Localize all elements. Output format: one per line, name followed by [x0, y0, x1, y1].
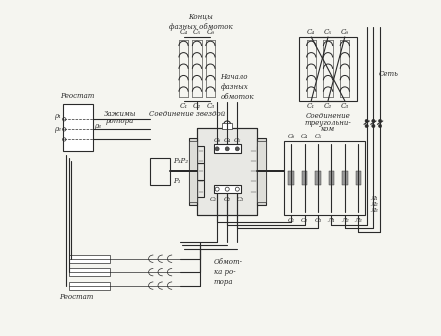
- Text: обмоток: обмоток: [220, 93, 254, 101]
- Bar: [197, 128, 258, 215]
- Circle shape: [378, 119, 382, 123]
- Bar: [69, 282, 110, 290]
- Text: C₁: C₁: [179, 102, 187, 110]
- Text: C₅: C₅: [193, 28, 201, 36]
- Text: фазных обмоток: фазных обмоток: [168, 23, 232, 31]
- Bar: [214, 144, 241, 153]
- Text: C₁: C₁: [210, 198, 217, 202]
- Text: C₃: C₃: [341, 102, 349, 110]
- Text: C₆: C₆: [288, 134, 295, 138]
- Text: Обмот-: Обмот-: [214, 258, 243, 266]
- Bar: [69, 255, 110, 263]
- Bar: [197, 180, 204, 197]
- Circle shape: [372, 124, 375, 128]
- Text: C₃: C₃: [206, 102, 214, 110]
- Text: Л₂: Л₂: [370, 202, 378, 207]
- Bar: [69, 268, 110, 276]
- Bar: [288, 171, 294, 185]
- Text: C₄: C₄: [307, 28, 315, 36]
- Bar: [189, 141, 197, 202]
- Text: Р₁: Р₁: [173, 177, 181, 185]
- Circle shape: [365, 119, 368, 123]
- Text: Л₃: Л₃: [370, 208, 378, 213]
- Text: C₆: C₆: [206, 28, 214, 36]
- Text: C₃: C₃: [237, 198, 244, 202]
- Text: C₄: C₄: [179, 28, 187, 36]
- Bar: [197, 146, 204, 163]
- Text: Л₂: Л₂: [341, 218, 349, 222]
- Circle shape: [372, 119, 375, 123]
- Circle shape: [215, 147, 219, 151]
- Bar: [63, 104, 93, 151]
- Circle shape: [378, 124, 382, 128]
- Text: Реостат: Реостат: [60, 92, 95, 100]
- Text: ком: ком: [321, 125, 335, 133]
- Text: Л₁: Л₁: [328, 218, 335, 222]
- Bar: [258, 138, 266, 205]
- Bar: [258, 163, 264, 180]
- Bar: [197, 128, 258, 215]
- Circle shape: [225, 147, 229, 151]
- Text: C₁: C₁: [288, 218, 295, 222]
- Text: C₂: C₂: [224, 198, 231, 202]
- Bar: [284, 141, 365, 215]
- Text: Сеть: Сеть: [378, 70, 398, 78]
- Bar: [222, 123, 232, 129]
- Text: ротора: ротора: [105, 117, 134, 125]
- Text: Концы: Концы: [188, 13, 213, 21]
- Bar: [355, 171, 361, 185]
- Bar: [214, 185, 241, 193]
- Bar: [315, 171, 321, 185]
- Text: треугольни-: треугольни-: [305, 119, 351, 127]
- Text: C₃: C₃: [314, 218, 321, 222]
- Bar: [258, 146, 264, 163]
- Bar: [302, 171, 307, 185]
- Bar: [189, 138, 197, 205]
- Text: ρ₁: ρ₁: [54, 112, 61, 120]
- Bar: [342, 171, 348, 185]
- Text: Зажимы: Зажимы: [104, 110, 136, 118]
- Text: C₂: C₂: [193, 102, 201, 110]
- Text: Начало: Начало: [220, 73, 248, 81]
- Bar: [258, 180, 264, 197]
- Circle shape: [224, 121, 231, 128]
- Bar: [329, 171, 334, 185]
- Text: Л₃: Л₃: [355, 218, 362, 222]
- Text: ка ро-: ка ро-: [214, 268, 235, 276]
- Circle shape: [365, 124, 368, 128]
- Text: Р₃Р₂: Р₃Р₂: [173, 157, 188, 165]
- Text: фазных: фазных: [220, 83, 248, 91]
- Text: C₅: C₅: [234, 138, 241, 142]
- Circle shape: [235, 147, 239, 151]
- Text: C₆: C₆: [341, 28, 349, 36]
- Text: C₅: C₅: [324, 28, 332, 36]
- Text: C₄: C₄: [224, 138, 231, 142]
- Text: C₁: C₁: [307, 102, 315, 110]
- Text: C₂: C₂: [324, 102, 332, 110]
- Text: C₂: C₂: [301, 218, 308, 222]
- Bar: [150, 158, 170, 185]
- Text: Реостат: Реостат: [59, 293, 93, 301]
- Text: Л₁: Л₁: [370, 196, 378, 201]
- Text: C₄: C₄: [301, 134, 308, 138]
- Bar: [299, 37, 357, 101]
- Text: тора: тора: [214, 278, 233, 286]
- Text: C₆: C₆: [213, 138, 221, 142]
- Text: Соединение: Соединение: [306, 112, 351, 120]
- Text: Соединение звездой: Соединение звездой: [149, 110, 225, 118]
- Text: C₅: C₅: [314, 134, 321, 138]
- Text: ρ₃: ρ₃: [94, 122, 101, 130]
- Text: ρ₂: ρ₂: [54, 125, 61, 133]
- Bar: [258, 141, 266, 202]
- Bar: [197, 163, 204, 180]
